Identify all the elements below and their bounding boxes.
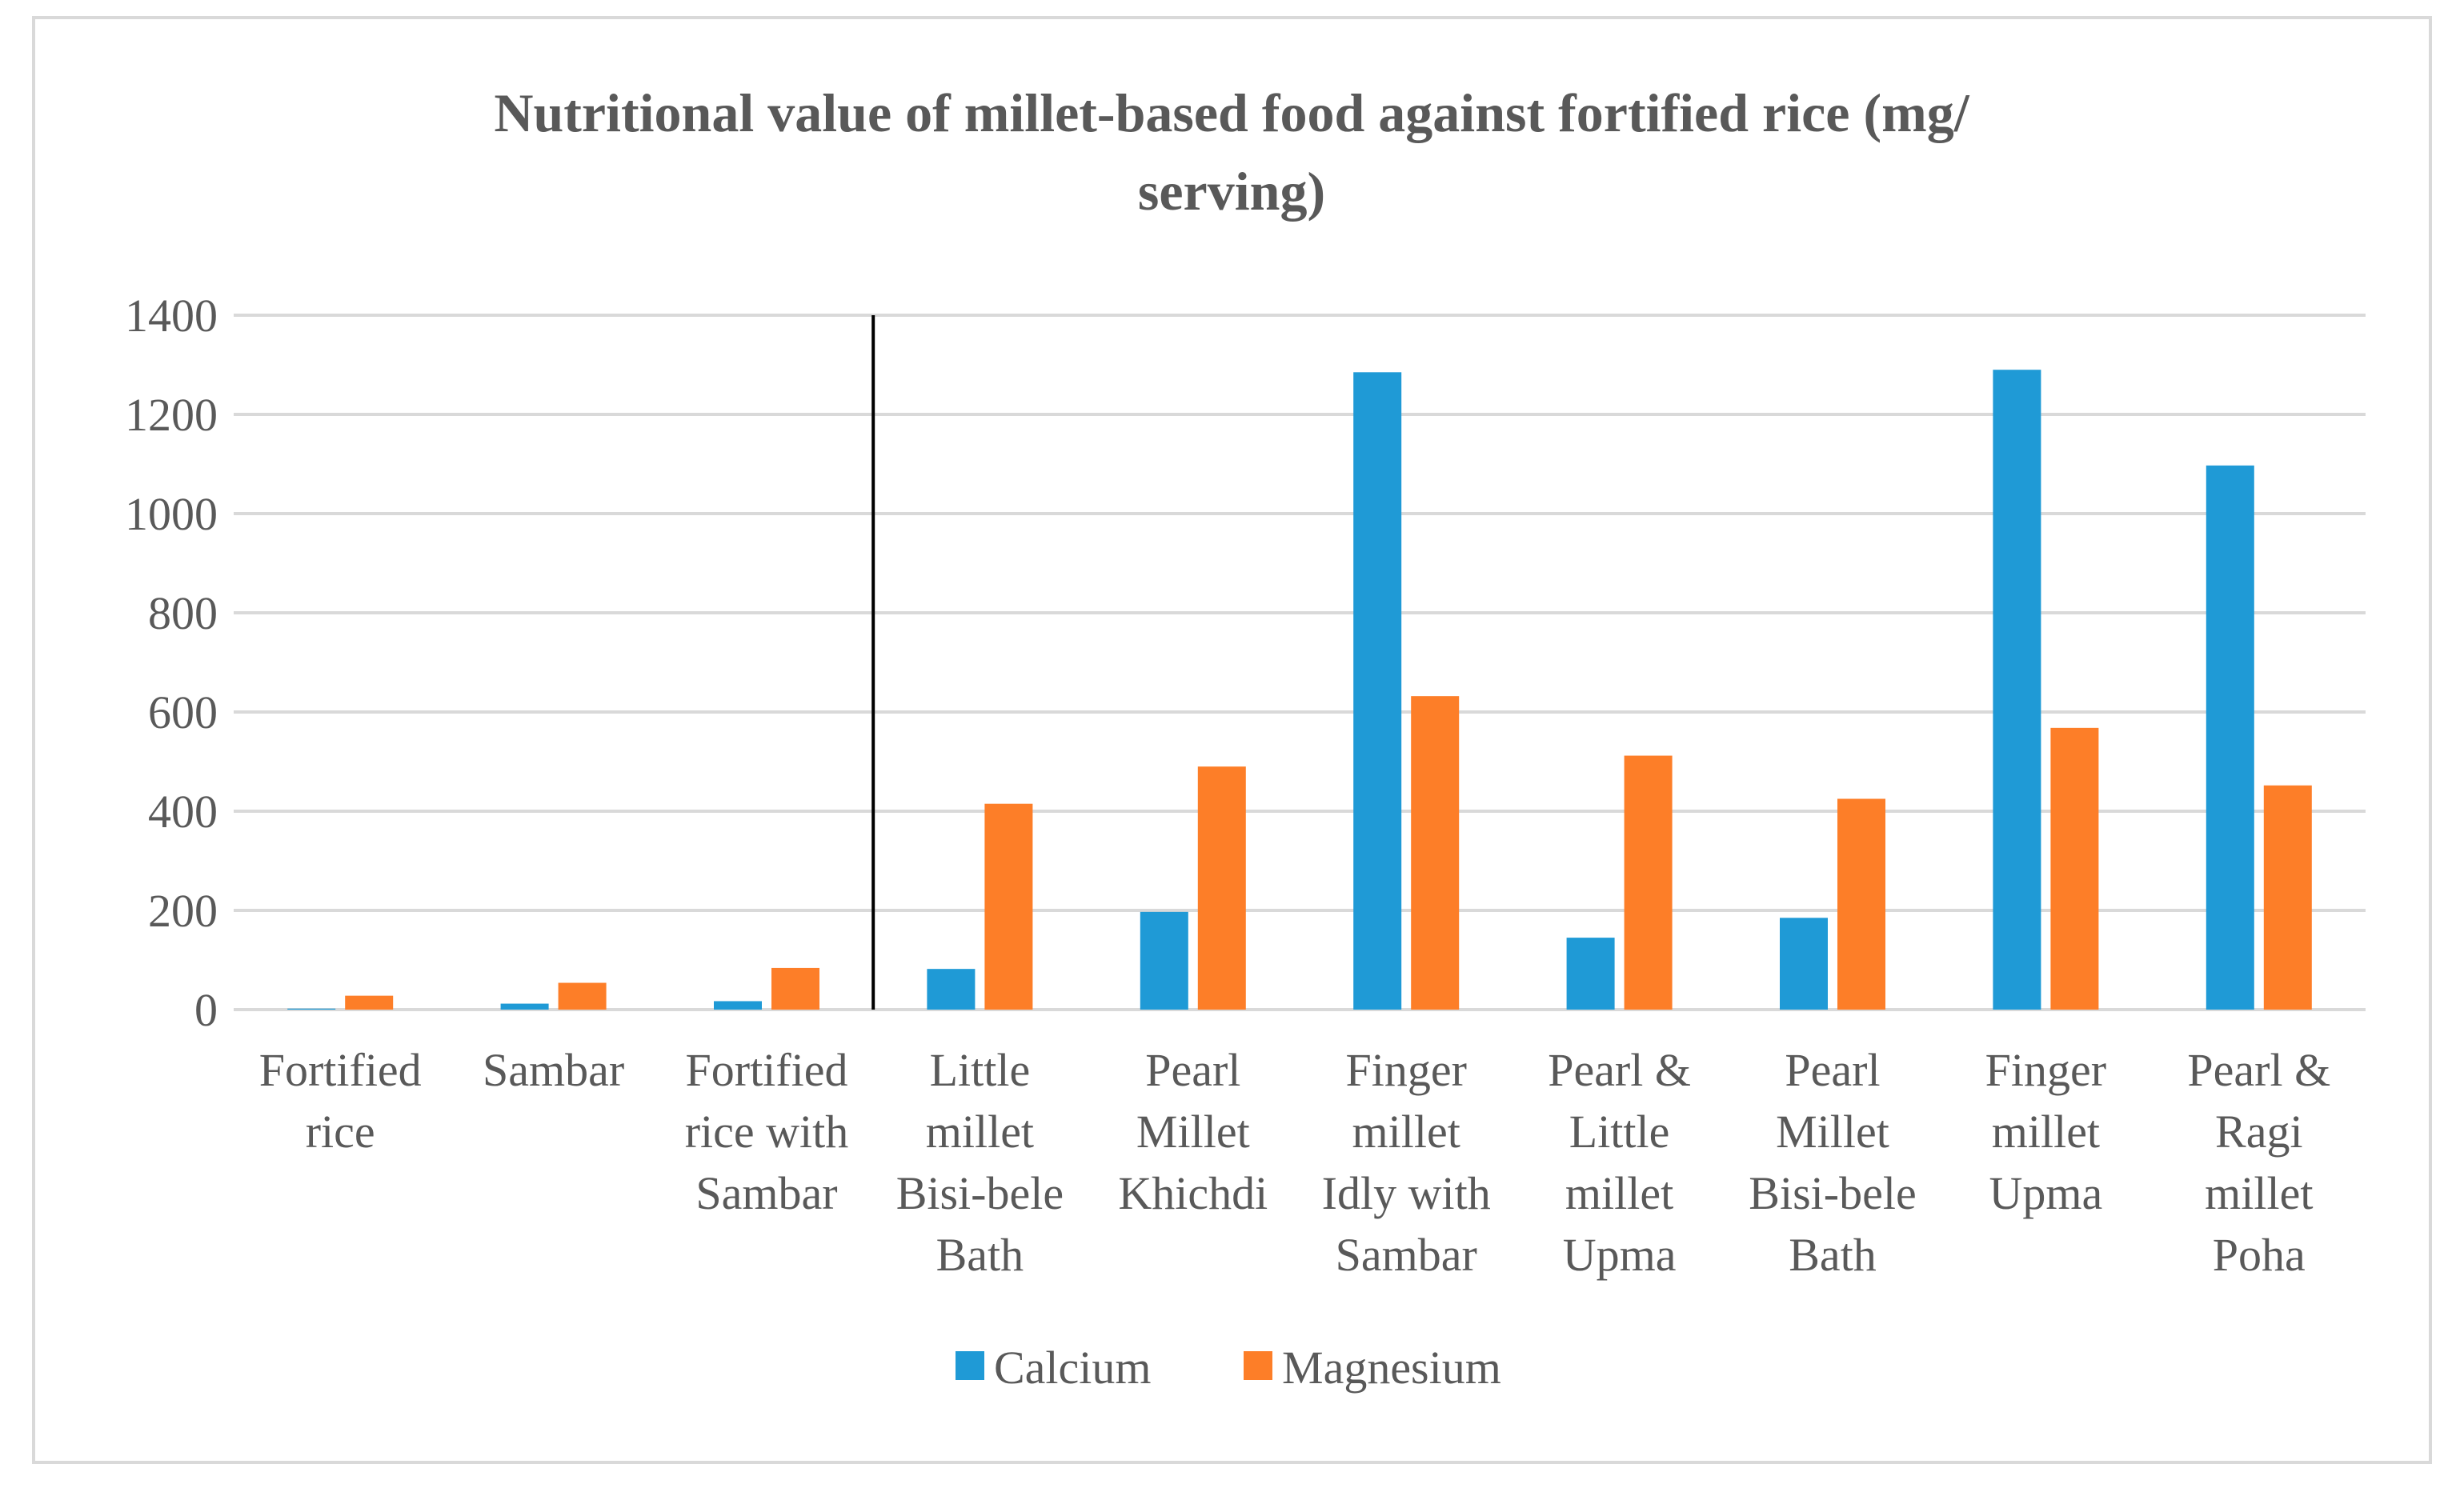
bar-magnesium-1: [558, 982, 607, 1010]
x-category-label: Millet: [1776, 1106, 1889, 1158]
bar-magnesium-5: [1411, 696, 1460, 1010]
legend-swatch-calcium: [956, 1351, 984, 1380]
x-category-label: millet: [1352, 1106, 1460, 1158]
x-category-label: Sambar: [695, 1167, 837, 1219]
x-category-label: Finger: [1345, 1044, 1466, 1096]
bar-calcium-0: [287, 1008, 336, 1010]
bar-calcium-6: [1566, 938, 1615, 1010]
bar-magnesium-7: [1837, 798, 1885, 1010]
y-tick-label: 800: [148, 587, 218, 639]
x-category-label: Upma: [1563, 1229, 1677, 1281]
y-tick-label: 1200: [125, 389, 218, 441]
chart-title: Nutritional value of millet-based food a…: [494, 82, 1969, 222]
bar-calcium-9: [2206, 465, 2254, 1010]
x-category-label: millet: [926, 1106, 1034, 1158]
bar-calcium-1: [500, 1003, 549, 1010]
x-category-label: Khichdi: [1118, 1167, 1268, 1219]
x-category-label: millet: [2205, 1167, 2313, 1219]
y-tick-label: 0: [194, 984, 218, 1036]
x-category-label: Millet: [1136, 1106, 1250, 1158]
y-tick-label: 200: [148, 885, 218, 937]
legend-swatch-magnesium: [1244, 1351, 1272, 1380]
y-axis-ticks: 0 200 400 600 800 1000 1200 1400: [125, 290, 218, 1036]
x-category-label: Idly with: [1322, 1167, 1491, 1219]
gridlines: [234, 314, 2366, 1011]
x-category-label: Fortified: [259, 1044, 422, 1096]
bar-magnesium-8: [2050, 727, 2099, 1010]
bar-calcium-3: [927, 969, 976, 1010]
x-category-label: Sambar: [483, 1044, 624, 1096]
chart: Nutritional value of millet-based food a…: [125, 82, 2366, 1394]
x-axis-categories: Fortified rice Sambar Fortified rice with Sam…: [259, 1044, 2330, 1281]
x-category-label: Bisi-bele: [896, 1167, 1064, 1219]
x-category-label: Pearl &: [1548, 1044, 1691, 1096]
bar-magnesium-4: [1197, 766, 1246, 1010]
bars: [287, 370, 2312, 1010]
x-category-label: Pearl &: [2187, 1044, 2330, 1096]
bar-magnesium-0: [345, 995, 394, 1010]
x-category-label: Pearl: [1145, 1044, 1240, 1096]
x-category-label: Poha: [2213, 1229, 2306, 1281]
y-tick-label: 1000: [125, 488, 218, 540]
bar-calcium-2: [714, 1001, 762, 1010]
bar-magnesium-2: [771, 967, 819, 1010]
chart-title-line: Nutritional value of millet-based food a…: [494, 82, 1969, 143]
x-category-label: Pearl: [1785, 1044, 1880, 1096]
bar-calcium-8: [1993, 370, 2041, 1010]
bar-calcium-7: [1780, 918, 1828, 1010]
legend: Calcium Magnesium: [956, 1342, 1501, 1394]
bar-calcium-4: [1140, 911, 1188, 1010]
x-category-label: Ragi: [2215, 1106, 2303, 1158]
x-category-label: rice with: [685, 1106, 849, 1158]
x-category-label: Bath: [936, 1229, 1024, 1281]
y-tick-label: 400: [148, 786, 218, 838]
legend-label-magnesium: Magnesium: [1282, 1342, 1501, 1394]
x-category-label: Bisi-bele: [1749, 1167, 1916, 1219]
x-category-label: Bath: [1789, 1229, 1877, 1281]
x-category-label: rice: [306, 1106, 375, 1158]
x-category-label: Fortified: [686, 1044, 848, 1096]
x-category-label: Little: [1569, 1106, 1670, 1158]
bar-magnesium-3: [984, 803, 1033, 1010]
chart-frame: Nutritional value of millet-based food a…: [32, 16, 2432, 1464]
bar-magnesium-6: [1624, 755, 1673, 1010]
bar-magnesium-9: [2263, 785, 2312, 1010]
x-category-label: millet: [1565, 1167, 1673, 1219]
chart-title-line: serving): [1138, 161, 1325, 222]
y-tick-label: 600: [148, 686, 218, 738]
x-category-label: Finger: [1985, 1044, 2106, 1096]
x-category-label: millet: [1992, 1106, 2100, 1158]
legend-label-calcium: Calcium: [994, 1342, 1152, 1394]
x-category-label: Upma: [1989, 1167, 2103, 1219]
y-tick-label: 1400: [125, 290, 218, 342]
bar-calcium-5: [1353, 372, 1402, 1010]
x-category-label: Sambar: [1336, 1229, 1477, 1281]
x-category-label: Little: [930, 1044, 1031, 1096]
